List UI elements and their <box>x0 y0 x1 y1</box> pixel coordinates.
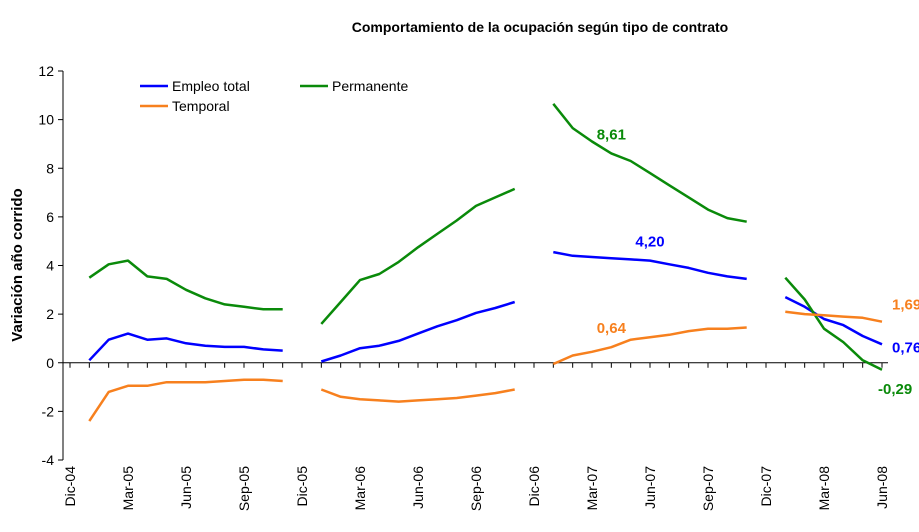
legend-label: Temporal <box>172 98 230 114</box>
value-label: 0,76 <box>892 339 919 356</box>
x-tick-label: Mar-07 <box>584 466 600 511</box>
x-tick-label: Sep-05 <box>236 466 252 511</box>
legend-label: Permanente <box>332 78 408 94</box>
series-line <box>88 310 883 422</box>
x-tick-label: Jun-06 <box>410 466 426 509</box>
y-tick-label: 2 <box>46 306 54 322</box>
y-tick-label: 6 <box>46 209 54 225</box>
y-tick-label: -4 <box>42 452 55 468</box>
legend-label: Empleo total <box>172 78 250 94</box>
series-line <box>88 103 883 371</box>
x-tick-label: Mar-06 <box>352 466 368 511</box>
y-tick-label: 10 <box>38 112 54 128</box>
value-label: 1,69 <box>892 297 919 314</box>
y-tick-label: -2 <box>42 403 55 419</box>
value-label: 0,64 <box>597 320 627 337</box>
x-tick-label: Sep-07 <box>700 466 716 511</box>
y-tick-label: 12 <box>38 63 54 79</box>
x-tick-label: Sep-06 <box>468 466 484 511</box>
x-tick-label: Dic-04 <box>62 466 78 507</box>
x-tick-label: Mar-05 <box>120 466 136 511</box>
x-tick-label: Jun-08 <box>874 466 890 509</box>
x-tick-label: Jun-05 <box>178 466 194 509</box>
x-tick-label: Dic-06 <box>526 466 542 507</box>
value-label: -0,29 <box>878 381 912 398</box>
value-label: 8,61 <box>597 126 626 143</box>
x-tick-label: Jun-07 <box>642 466 658 509</box>
y-tick-label: 8 <box>46 160 54 176</box>
chart-title: Comportamiento de la ocupación según tip… <box>352 19 728 35</box>
series-line <box>88 250 883 363</box>
y-tick-label: 0 <box>46 355 54 371</box>
y-axis-label: Variación año corrido <box>9 188 26 341</box>
x-tick-label: Dic-07 <box>758 466 774 507</box>
value-label: 4,20 <box>635 234 664 251</box>
y-tick-label: 4 <box>46 258 54 274</box>
x-tick-label: Dic-05 <box>294 466 310 507</box>
x-tick-label: Mar-08 <box>816 466 832 511</box>
